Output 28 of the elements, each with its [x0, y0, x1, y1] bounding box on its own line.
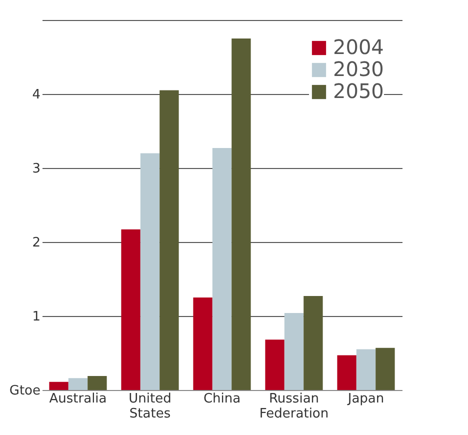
bar	[337, 355, 356, 390]
x-tick-label: China	[203, 392, 241, 406]
bar	[265, 340, 284, 390]
bar	[212, 148, 232, 390]
bar	[284, 313, 304, 390]
y-tick-label: 1	[32, 310, 40, 324]
bar	[304, 296, 323, 390]
bar	[121, 229, 140, 390]
y-tick-label: Gtoe	[9, 384, 40, 398]
x-tick-label: Russian Federation	[259, 392, 329, 422]
x-tick-label: Australia	[49, 392, 107, 406]
bar	[356, 349, 376, 390]
y-tick-label: 4	[32, 88, 40, 102]
x-tick-label: United States	[128, 392, 172, 422]
x-tick-label: Japan	[346, 392, 384, 406]
bar	[140, 153, 160, 390]
bar	[160, 90, 179, 390]
legend-label: 2004	[333, 35, 384, 59]
bar	[88, 376, 107, 390]
bar	[68, 378, 88, 390]
bar	[232, 38, 251, 390]
bar	[376, 348, 395, 390]
legend-label: 2050	[333, 79, 384, 103]
y-tick-label: 2	[32, 236, 40, 250]
legend-label: 2030	[333, 57, 384, 81]
y-tick-label: 3	[32, 162, 40, 176]
bar	[49, 382, 68, 390]
bar	[193, 298, 212, 390]
